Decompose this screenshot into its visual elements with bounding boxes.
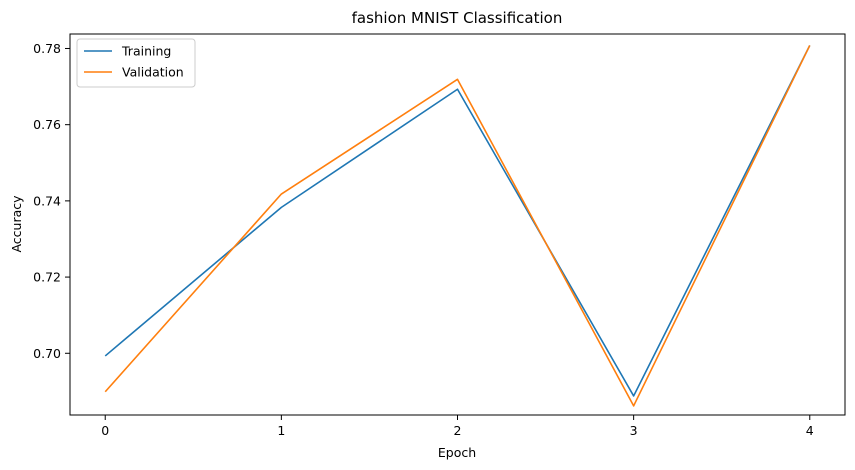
y-tick-label: 0.74	[33, 193, 61, 208]
x-axis-label: Epoch	[438, 445, 476, 460]
x-tick-label: 1	[277, 423, 285, 438]
y-tick-label: 0.78	[33, 41, 61, 56]
y-axis: 0.70 0.72 0.74 0.76 0.78	[33, 41, 70, 361]
legend-label-validation: Validation	[122, 65, 184, 80]
x-tick-label: 2	[454, 423, 462, 438]
legend-label-training: Training	[121, 44, 171, 59]
y-tick-label: 0.70	[33, 346, 61, 361]
y-tick-label: 0.72	[33, 270, 61, 285]
x-tick-label: 3	[630, 423, 638, 438]
x-axis: 0 1 2 3 4	[101, 415, 814, 438]
plot-area	[104, 45, 811, 407]
y-tick-label: 0.76	[33, 117, 61, 132]
x-tick-label: 4	[806, 423, 814, 438]
chart-title: fashion MNIST Classification	[352, 9, 563, 27]
x-tick-label: 0	[101, 423, 109, 438]
y-axis-label: Accuracy	[9, 195, 24, 253]
legend: Training Validation	[76, 38, 196, 88]
